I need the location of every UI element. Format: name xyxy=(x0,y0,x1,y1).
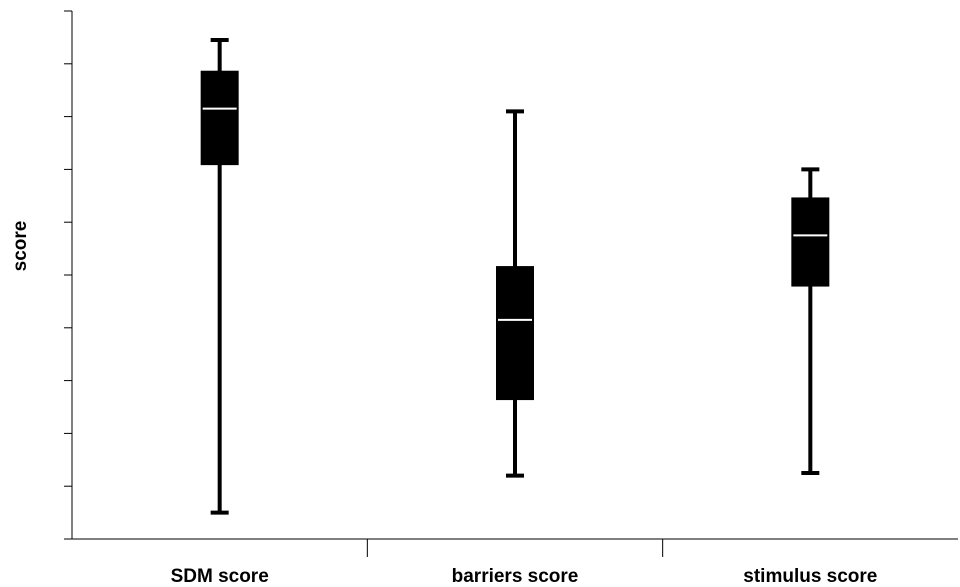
box-1 xyxy=(496,109,534,478)
box-2 xyxy=(791,167,830,475)
x-ticks xyxy=(366,539,664,557)
category-label: stimulus score xyxy=(743,566,877,587)
category-label: barriers score xyxy=(452,566,579,587)
box-0 xyxy=(200,38,239,515)
y-axis-title: score xyxy=(10,221,31,272)
y-ticks xyxy=(64,10,72,540)
boxes xyxy=(200,38,830,515)
iqr-box xyxy=(496,266,534,401)
iqr-box xyxy=(791,197,830,287)
category-labels: SDM score barriers score stimulus score xyxy=(171,566,878,587)
category-label: SDM score xyxy=(171,566,269,587)
iqr-box xyxy=(200,70,239,166)
